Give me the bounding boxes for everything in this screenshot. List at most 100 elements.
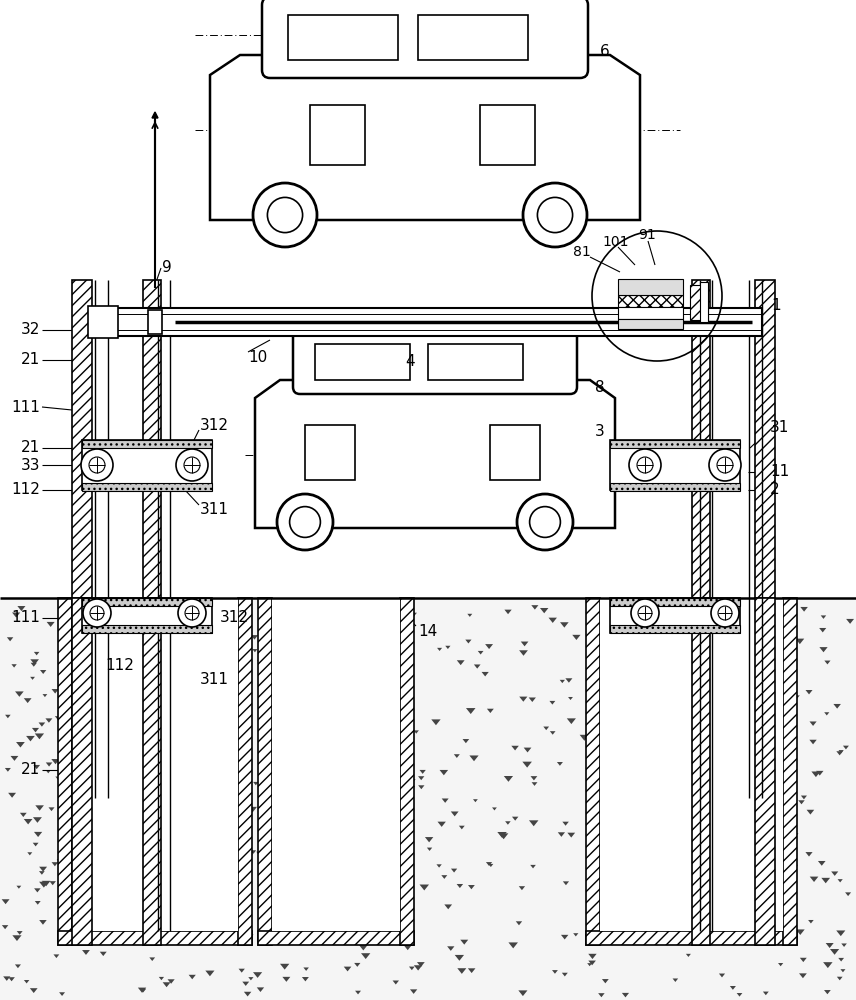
Polygon shape: [17, 931, 22, 935]
Polygon shape: [163, 982, 170, 987]
Bar: [0, 0, 856, 598]
Polygon shape: [140, 989, 146, 992]
Polygon shape: [838, 958, 844, 962]
Text: 14: 14: [418, 624, 437, 640]
Polygon shape: [787, 826, 794, 830]
Polygon shape: [799, 973, 807, 978]
Polygon shape: [482, 672, 489, 676]
Bar: [288, 15, 398, 60]
Polygon shape: [355, 991, 361, 994]
Polygon shape: [259, 766, 266, 772]
Bar: [72, 598, 92, 945]
Polygon shape: [504, 610, 512, 614]
Polygon shape: [841, 943, 847, 947]
Text: 31: 31: [770, 420, 789, 436]
Polygon shape: [573, 635, 580, 640]
Bar: [310, 105, 365, 165]
Polygon shape: [763, 992, 769, 995]
Polygon shape: [30, 677, 35, 680]
Polygon shape: [837, 977, 842, 980]
Polygon shape: [431, 719, 441, 725]
Polygon shape: [59, 992, 65, 996]
Bar: [610, 440, 740, 448]
Polygon shape: [588, 961, 596, 965]
Polygon shape: [251, 850, 256, 854]
Bar: [692, 280, 710, 598]
Polygon shape: [42, 881, 51, 886]
Polygon shape: [805, 690, 812, 694]
Polygon shape: [264, 755, 271, 759]
Polygon shape: [466, 640, 472, 643]
Bar: [618, 279, 683, 295]
Circle shape: [90, 606, 104, 620]
Polygon shape: [419, 770, 425, 774]
Polygon shape: [138, 988, 146, 993]
Polygon shape: [413, 730, 419, 734]
Polygon shape: [253, 972, 262, 978]
Polygon shape: [586, 773, 591, 777]
Polygon shape: [442, 875, 448, 879]
Polygon shape: [531, 776, 538, 780]
Bar: [82, 440, 212, 448]
Polygon shape: [100, 952, 107, 956]
Text: 32: 32: [21, 322, 40, 338]
Bar: [72, 598, 238, 931]
Polygon shape: [462, 739, 469, 743]
Polygon shape: [587, 963, 592, 966]
Bar: [692, 598, 710, 945]
Polygon shape: [568, 833, 575, 838]
Polygon shape: [823, 962, 833, 968]
Circle shape: [81, 449, 113, 481]
Polygon shape: [33, 817, 42, 823]
Polygon shape: [779, 870, 788, 876]
Polygon shape: [824, 712, 829, 715]
Polygon shape: [34, 652, 39, 655]
Text: 21: 21: [21, 353, 40, 367]
Circle shape: [718, 606, 732, 620]
Polygon shape: [56, 777, 65, 783]
Polygon shape: [244, 935, 253, 940]
Polygon shape: [836, 930, 846, 936]
Polygon shape: [816, 771, 823, 776]
Polygon shape: [8, 793, 16, 798]
FancyBboxPatch shape: [262, 0, 588, 78]
Text: 312: 312: [220, 610, 249, 626]
Polygon shape: [784, 786, 790, 790]
Polygon shape: [451, 869, 457, 873]
Polygon shape: [149, 957, 155, 961]
Polygon shape: [419, 785, 425, 789]
Polygon shape: [457, 660, 465, 665]
Polygon shape: [244, 992, 252, 996]
Polygon shape: [821, 615, 826, 619]
Text: 111: 111: [11, 399, 40, 414]
Text: 21: 21: [21, 762, 40, 778]
Bar: [82, 440, 212, 490]
Polygon shape: [621, 993, 629, 997]
Circle shape: [530, 507, 561, 537]
Bar: [618, 307, 683, 319]
Polygon shape: [15, 964, 21, 968]
Polygon shape: [12, 935, 21, 941]
Polygon shape: [788, 880, 795, 884]
Bar: [428, 344, 523, 380]
Polygon shape: [837, 879, 843, 882]
Text: 81: 81: [573, 245, 591, 259]
Polygon shape: [532, 605, 538, 610]
Polygon shape: [580, 735, 589, 741]
Polygon shape: [46, 770, 51, 773]
Text: 11: 11: [770, 464, 789, 480]
Polygon shape: [39, 722, 45, 727]
Polygon shape: [485, 644, 493, 649]
Polygon shape: [407, 694, 413, 698]
Polygon shape: [43, 694, 47, 697]
Polygon shape: [487, 709, 494, 713]
Polygon shape: [35, 901, 41, 905]
Circle shape: [538, 197, 573, 233]
Polygon shape: [10, 756, 18, 761]
Bar: [610, 440, 740, 490]
Polygon shape: [50, 881, 56, 885]
Text: 10: 10: [248, 351, 267, 365]
Polygon shape: [11, 664, 17, 668]
Polygon shape: [413, 965, 422, 971]
Polygon shape: [560, 680, 565, 683]
